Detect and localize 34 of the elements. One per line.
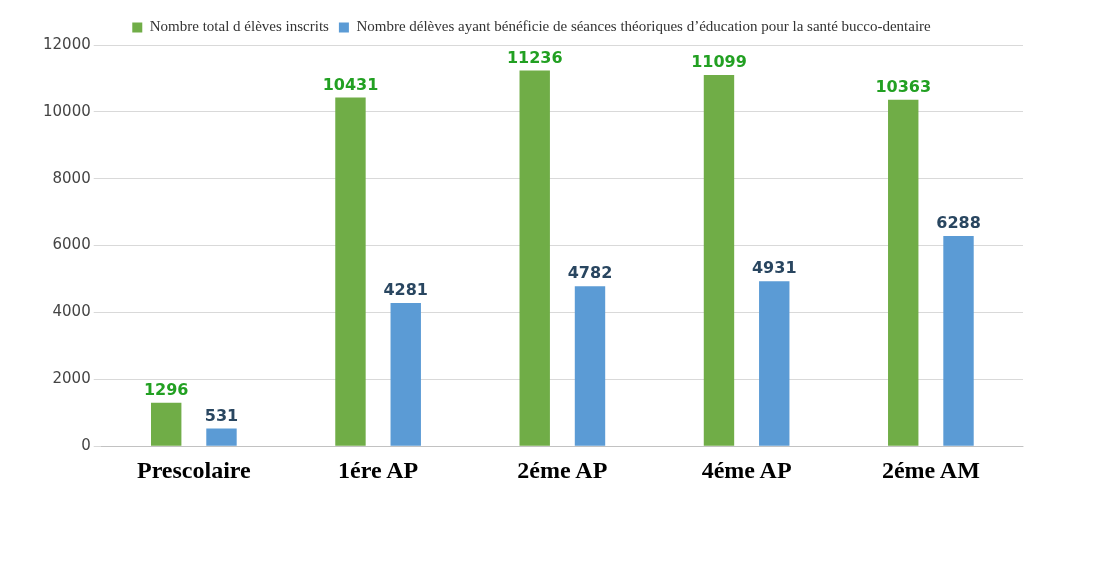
x-tick-label: Prescolaire [136,456,252,483]
bar [206,428,237,446]
bar [574,286,606,446]
data-label: 11099 [691,52,747,72]
x-tick-label: 4éme AP [701,456,792,483]
bar [390,303,421,446]
y-tick-label: 8000 [52,168,91,187]
bar [759,281,790,446]
data-label: 10431 [322,74,379,94]
y-tick-label: 0 [81,436,91,455]
x-tick-label: 2éme AP [517,456,608,483]
data-label: 6288 [936,213,981,233]
bar [519,70,550,446]
legend-label: Nombre total d élèves inscrits [149,18,330,35]
bar [943,235,974,446]
x-tick-label: 1ére AP [338,456,419,483]
data-label: 11236 [506,47,563,67]
data-label: 4931 [751,258,797,278]
data-label: 1296 [143,380,189,400]
y-tick-label: 6000 [52,235,91,254]
data-label: 4782 [567,263,613,283]
data-label: 4281 [383,280,429,300]
y-tick-label: 4000 [52,302,91,321]
legend-label: Nombre délèves ayant bénéficie de séances théoriques d’éducation pour la santé bucco-dentaire [356,18,932,35]
bar [151,402,182,446]
y-tick-label: 2000 [52,369,91,388]
x-tick-label: 2éme AM [881,456,980,483]
bar [888,99,919,446]
data-label: 10363 [875,76,932,96]
y-tick-label: 12000 [43,34,91,53]
data-label: 531 [204,405,239,425]
bar [335,97,366,446]
y-tick-label: 10000 [43,101,91,120]
bar [703,75,735,446]
